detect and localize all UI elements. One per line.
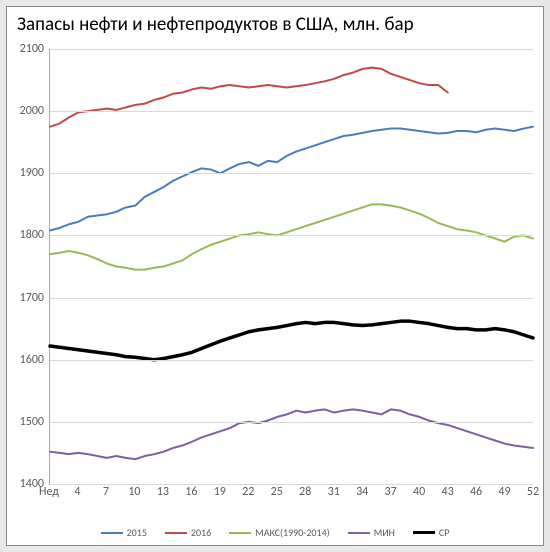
plot-area: 14001500160017001800190020002100 (49, 49, 533, 485)
legend-item: СР (413, 526, 450, 539)
x-axis-ticks: Нед47101316192225283134374043464952 (49, 485, 533, 501)
x-tick-label: 7 (103, 485, 109, 499)
series-line (50, 321, 533, 360)
line-series (50, 49, 533, 484)
series-line (50, 127, 533, 231)
legend-swatch (165, 532, 187, 534)
x-tick-label: 10 (128, 485, 140, 499)
x-tick-label: 52 (527, 485, 539, 499)
chart-area: Запасы нефти и нефтепродуктов в США, млн… (6, 6, 544, 546)
x-tick-label: 37 (385, 485, 397, 499)
legend-item: 2015 (101, 526, 147, 539)
x-tick-label: 4 (74, 485, 80, 499)
y-tick-label: 1900 (20, 166, 50, 180)
y-tick-label: 1700 (20, 291, 50, 305)
x-tick-label: 19 (214, 485, 226, 499)
legend-swatch (229, 532, 251, 534)
legend-label: СР (439, 526, 450, 539)
x-tick-label: 28 (299, 485, 311, 499)
grid-line (50, 111, 533, 112)
series-line (50, 68, 448, 127)
legend-item: МАКС(1990-2014) (229, 526, 330, 539)
x-tick-label: 46 (470, 485, 482, 499)
series-line (50, 409, 533, 459)
legend-label: 2016 (191, 526, 211, 539)
y-tick-label: 1800 (20, 228, 50, 242)
y-tick-label: 1500 (20, 415, 50, 429)
grid-line (50, 173, 533, 174)
x-tick-label: 43 (441, 485, 453, 499)
y-tick-label: 2000 (20, 104, 50, 118)
x-tick-label: Нед (39, 485, 59, 499)
legend-swatch (413, 531, 435, 534)
series-line (50, 204, 533, 269)
legend-item: МИН (348, 526, 395, 539)
legend-label: 2015 (127, 526, 147, 539)
y-tick-label: 2100 (20, 42, 50, 56)
x-tick-label: 49 (498, 485, 510, 499)
legend-label: МАКС(1990-2014) (255, 526, 330, 539)
grid-line (50, 422, 533, 423)
x-tick-label: 40 (413, 485, 425, 499)
x-tick-label: 25 (271, 485, 283, 499)
x-tick-label: 16 (185, 485, 197, 499)
chart-title: Запасы нефти и нефтепродуктов в США, млн… (17, 13, 533, 36)
legend-swatch (101, 532, 123, 534)
grid-line (50, 235, 533, 236)
y-tick-label: 1600 (20, 353, 50, 367)
x-tick-label: 31 (328, 485, 340, 499)
grid-line (50, 49, 533, 50)
legend-label: МИН (374, 526, 395, 539)
grid-line (50, 298, 533, 299)
x-tick-label: 34 (356, 485, 368, 499)
grid-line (50, 360, 533, 361)
app-frame: Запасы нефти и нефтепродуктов в США, млн… (0, 0, 550, 552)
x-tick-label: 22 (242, 485, 254, 499)
legend-item: 2016 (165, 526, 211, 539)
legend-swatch (348, 532, 370, 534)
legend: 2015 2016 МАКС(1990-2014) МИН СР (7, 526, 543, 539)
x-tick-label: 13 (157, 485, 169, 499)
